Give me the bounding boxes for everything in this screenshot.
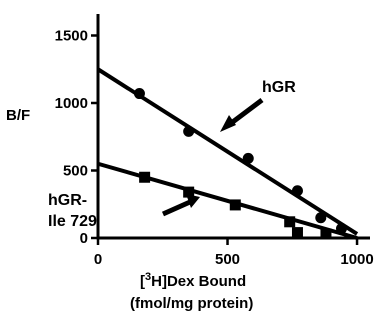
data-point-series-1	[291, 227, 303, 239]
hgr-ile729-arrow	[161, 199, 192, 217]
x-tick-label: 1000	[340, 251, 373, 268]
x-axis-title-units: (fmol/mg protein)	[130, 295, 253, 312]
x-tick-label: 500	[215, 251, 240, 268]
hgr-label: hGR	[262, 79, 296, 96]
data-point-series-0	[315, 212, 327, 224]
data-point-series-0	[336, 223, 348, 235]
x-tick-label: 0	[94, 251, 102, 268]
hgr-annotation: hGR	[220, 79, 296, 132]
y-axis: 0 500 1000 1500	[55, 14, 100, 247]
data-point-series-1	[320, 228, 332, 240]
data-point-series-0	[183, 125, 195, 137]
data-point-series-0	[291, 185, 303, 197]
x-axis: 0 500 1000	[94, 236, 374, 268]
y-tick-label: 1000	[55, 95, 88, 112]
hgr-ile729-label-line2: Ile 729	[48, 213, 97, 230]
y-axis-title: B/F	[6, 107, 30, 124]
data-point-series-0	[242, 152, 254, 164]
hgr-arrowhead	[220, 115, 236, 132]
hgr-ile729-arrowhead	[186, 194, 200, 208]
hgr-arrow	[228, 98, 264, 126]
fit-line-series-1	[97, 161, 358, 240]
x-axis-title: [3H]Dex Bound	[140, 271, 246, 290]
data-point-series-1	[229, 199, 241, 211]
data-point-series-0	[133, 88, 145, 100]
data-point-series-1	[183, 186, 195, 198]
data-point-series-1	[139, 171, 151, 183]
hgr-ile729-label-line1: hGR-	[48, 192, 87, 209]
y-tick-label: 0	[80, 230, 88, 247]
y-tick-label: 1500	[55, 28, 88, 45]
hgr-ile729-annotation: hGR- Ile 729	[48, 192, 200, 230]
y-tick-label: 500	[63, 163, 88, 180]
data-point-series-1	[284, 216, 296, 228]
